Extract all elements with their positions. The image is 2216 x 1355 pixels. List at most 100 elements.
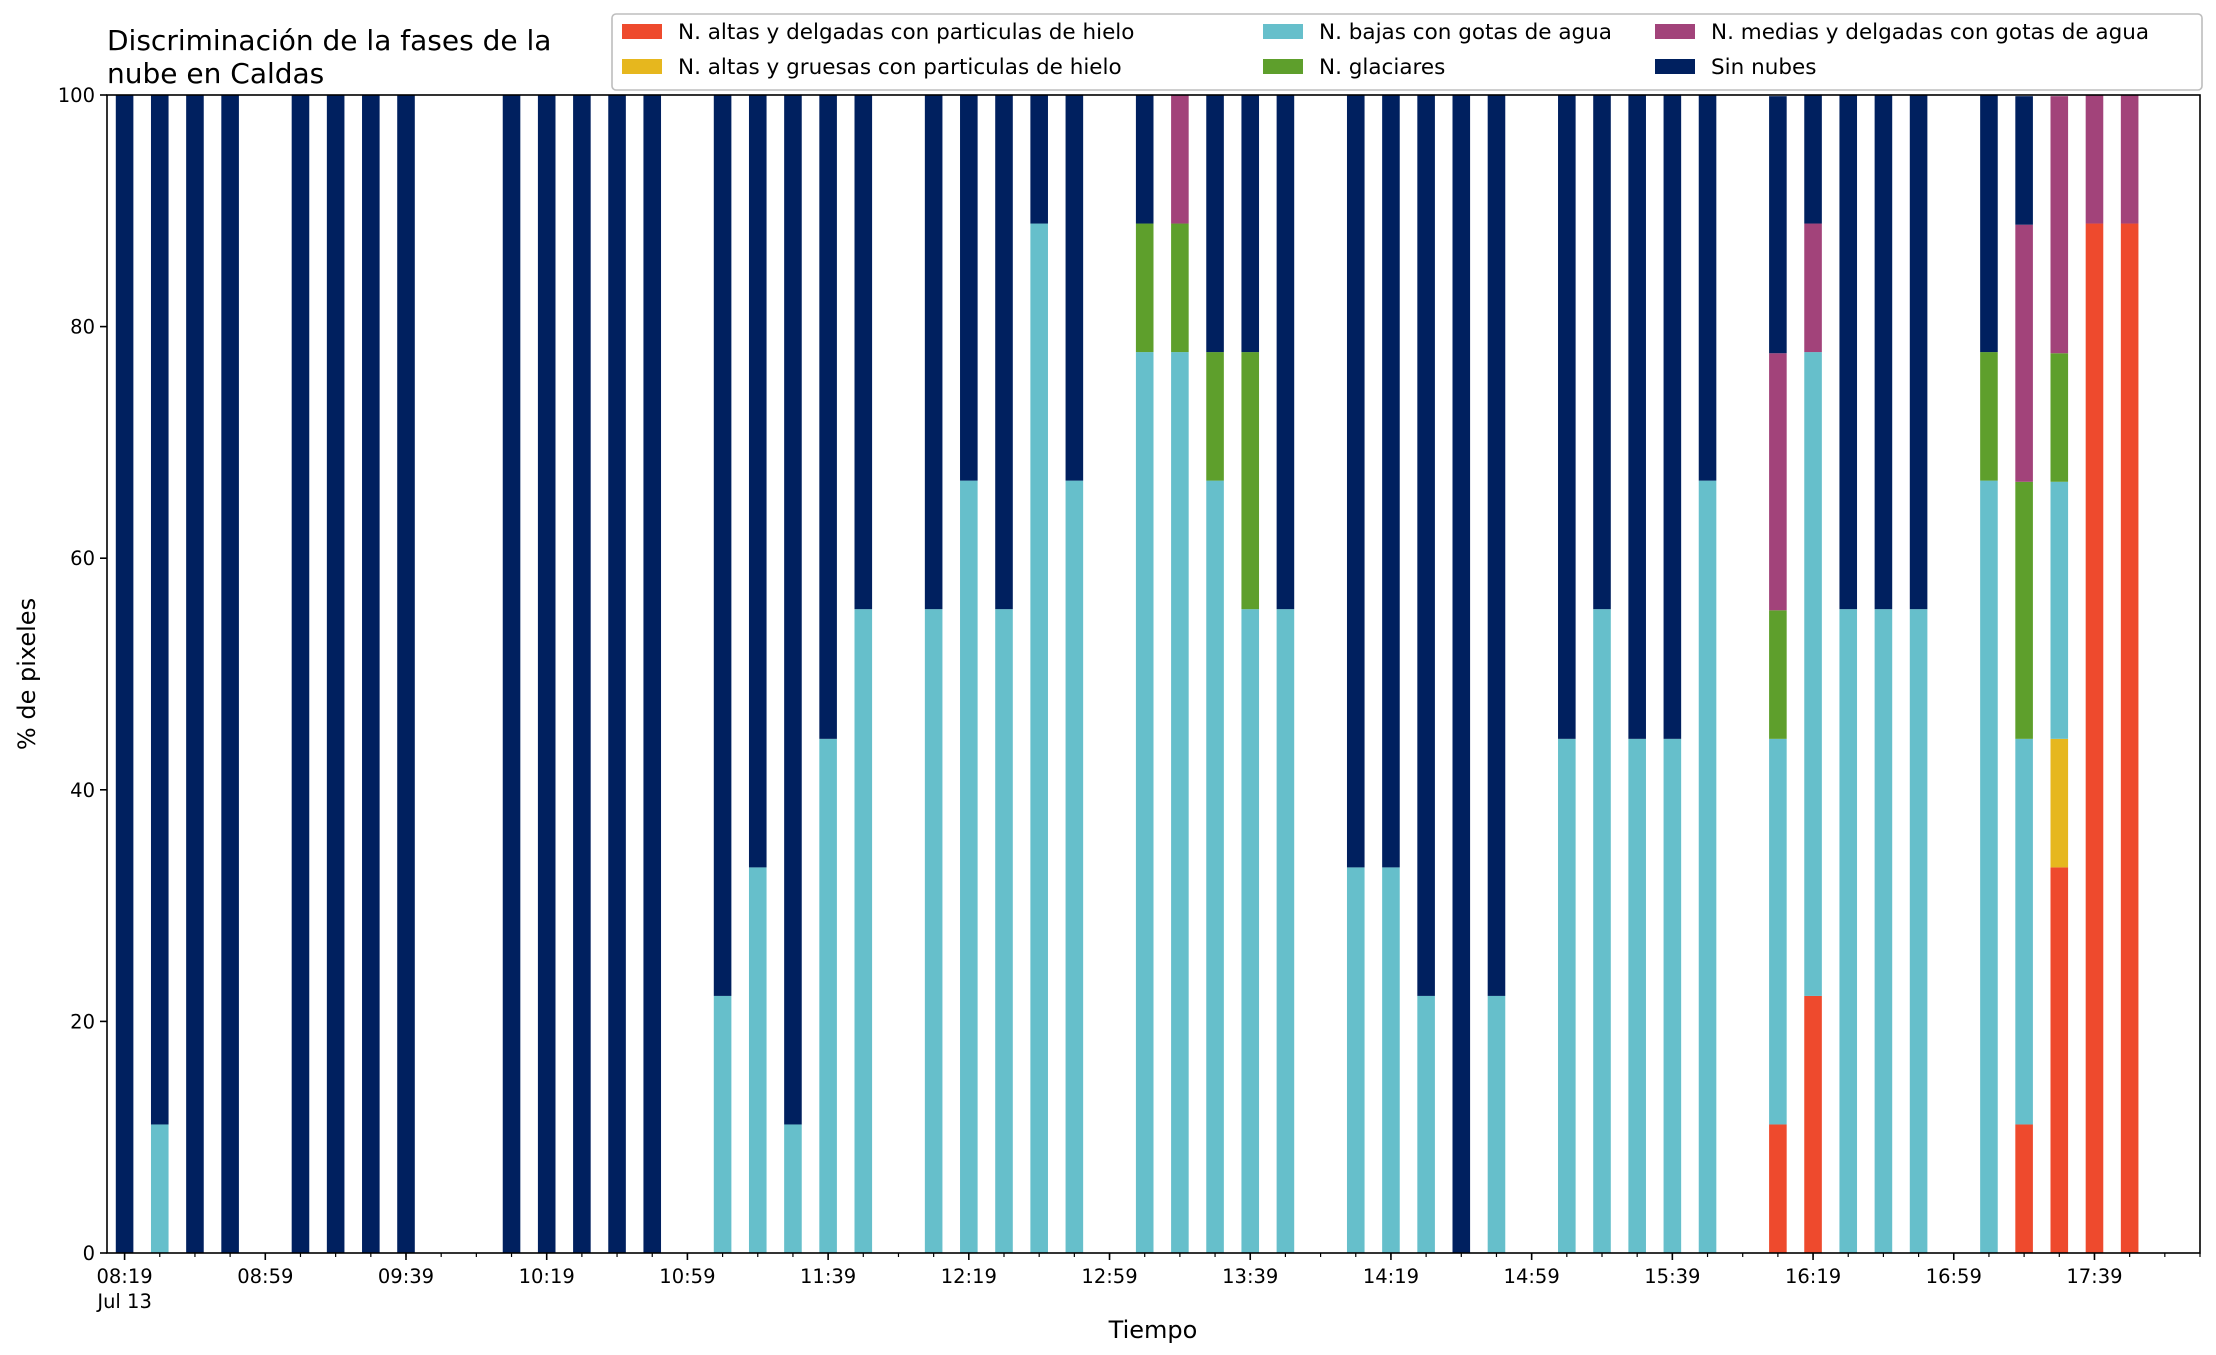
legend-swatch-5 [1655, 59, 1695, 74]
bar-segment-5-38 [1769, 96, 1787, 354]
bar-segment-5-1 [150, 95, 169, 1125]
bar-segment-0-45 [2050, 867, 2069, 1253]
legend-label-0: N. altas y delgadas con particulas de hi… [678, 20, 1134, 45]
bar-segment-5-36 [1663, 95, 1682, 739]
bar-segment-2-44 [2015, 738, 2033, 1125]
bar-segment-5-4 [291, 95, 310, 1253]
x-tick-label-7: 12:59 [1081, 1265, 1137, 1288]
legend-label-5: Sin nubes [1711, 55, 1816, 80]
bar-segment-5-16 [819, 95, 837, 739]
bar-segment-5-10 [573, 95, 591, 1253]
x-tick-label-0: 08:19 [96, 1265, 152, 1288]
bar-segment-3-43 [1980, 352, 1998, 481]
bar-segment-5-32 [1487, 95, 1506, 996]
bar-segment-2-36 [1663, 738, 1682, 1253]
bar-segment-2-25 [1206, 480, 1224, 1253]
bar-segment-5-6 [362, 95, 380, 1253]
bar-segment-5-23 [1135, 95, 1154, 224]
legend-label-4: N. medias y delgadas con gotas de agua [1711, 20, 2149, 45]
bar-segment-5-25 [1206, 95, 1224, 353]
y-tick-label-4: 80 [70, 316, 95, 339]
bar-segment-5-44 [2015, 96, 2033, 225]
bar-segment-5-8 [502, 95, 521, 1253]
bars-group [115, 95, 2139, 1254]
chart-title-line-2: nube en Caldas [107, 57, 324, 90]
x-tick-label-9: 14:19 [1363, 1265, 1419, 1288]
bar-segment-5-15 [784, 95, 802, 1125]
x-tick-label-12: 16:19 [1785, 1265, 1841, 1288]
bar-segment-5-0 [115, 95, 134, 1253]
bar-segment-4-24 [1171, 95, 1189, 224]
chart-title-line-1: Discriminación de la fases de la [107, 24, 551, 57]
bar-segment-0-44 [2015, 1124, 2033, 1253]
bar-segment-3-45 [2050, 353, 2069, 482]
bar-segment-5-28 [1346, 95, 1365, 868]
bar-segment-2-30 [1417, 995, 1435, 1253]
bar-segment-5-12 [643, 95, 662, 1253]
y-axis: 0 20 40 60 80 100 [58, 84, 107, 1265]
bar-segment-4-47 [2120, 95, 2139, 224]
bar-segment-5-2 [186, 95, 204, 1253]
bar-segment-3-26 [1241, 352, 1260, 610]
bar-segment-3-23 [1135, 223, 1154, 353]
x-tick-label-6: 12:19 [941, 1265, 997, 1288]
bar-segment-2-37 [1698, 480, 1717, 1253]
bar-segment-5-43 [1980, 95, 1998, 353]
bar-segment-5-27 [1276, 95, 1295, 610]
legend-label-1: N. altas y gruesas con particulas de hie… [678, 55, 1122, 80]
y-tick-label-1: 20 [70, 1010, 95, 1033]
bar-segment-3-38 [1769, 610, 1787, 739]
bar-segment-5-39 [1804, 95, 1822, 224]
bar-segment-2-20 [995, 609, 1013, 1253]
y-tick-label-3: 60 [70, 547, 95, 570]
x-tick-label-11: 15:39 [1644, 1265, 1700, 1288]
legend-swatch-3 [1263, 59, 1303, 74]
legend-label-3: N. glaciares [1319, 55, 1445, 80]
bar-segment-4-44 [2015, 224, 2033, 482]
plot-area-frame [106, 94, 2201, 1254]
x-tick-label-4: 10:59 [659, 1265, 715, 1288]
x-tick-label-5: 11:39 [800, 1265, 856, 1288]
bar-segment-5-33 [1558, 95, 1576, 739]
bar-segment-2-27 [1276, 609, 1295, 1253]
bar-segment-4-45 [2050, 96, 2069, 354]
bar-segment-2-28 [1346, 867, 1365, 1253]
bar-segment-2-1 [150, 1124, 169, 1253]
bar-segment-5-34 [1593, 95, 1611, 610]
y-axis-label: % de pixeles [13, 598, 41, 750]
bar-segment-2-23 [1135, 352, 1154, 1254]
bar-segment-5-26 [1241, 95, 1260, 353]
legend: N. altas y delgadas con particulas de hi… [611, 13, 2203, 91]
bar-segment-2-13 [713, 995, 732, 1253]
bar-segment-2-42 [1909, 609, 1928, 1253]
bar-segment-2-17 [854, 609, 873, 1253]
x-tick-label-1: 08:59 [237, 1265, 293, 1288]
bar-segment-3-44 [2015, 481, 2033, 739]
bar-segment-5-7 [397, 95, 415, 1253]
bar-segment-5-40 [1839, 95, 1858, 610]
bar-segment-2-18 [924, 609, 943, 1253]
bar-segment-5-37 [1698, 95, 1717, 481]
bar-segment-2-40 [1839, 609, 1858, 1253]
x-tick-label-2: 09:39 [378, 1265, 434, 1288]
bar-segment-2-26 [1241, 609, 1260, 1253]
x-tick-label-8: 13:39 [1222, 1265, 1278, 1288]
bar-segment-1-45 [2050, 738, 2069, 868]
bar-segment-5-31 [1452, 95, 1471, 1253]
y-tick-label-5: 100 [58, 84, 95, 107]
bar-segment-4-46 [2085, 95, 2104, 224]
bar-segment-2-41 [1874, 609, 1893, 1253]
bar-segment-2-33 [1558, 738, 1576, 1253]
bar-segment-5-18 [924, 95, 943, 610]
y-tick-label-0: 0 [83, 1242, 95, 1265]
bar-segment-2-16 [819, 738, 837, 1253]
bar-segment-2-15 [784, 1124, 802, 1253]
bar-segment-5-20 [995, 95, 1013, 610]
bar-segment-0-39 [1804, 995, 1822, 1253]
bar-segment-5-13 [713, 95, 732, 996]
x-tick-label-3: 10:19 [519, 1265, 575, 1288]
bar-segment-2-34 [1593, 609, 1611, 1253]
bar-segment-5-30 [1417, 95, 1435, 996]
